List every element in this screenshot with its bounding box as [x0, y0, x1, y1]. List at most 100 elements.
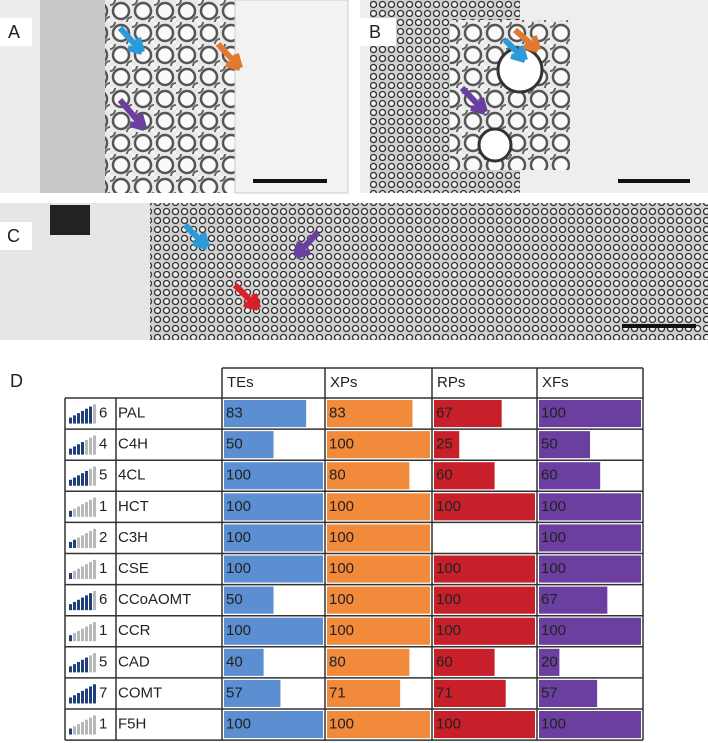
count-icon-bar — [81, 535, 84, 548]
count-icon-bar — [93, 435, 96, 455]
value-bar — [434, 679, 506, 707]
count-icon-bar — [89, 499, 92, 517]
count-icon-bar — [89, 530, 92, 548]
count-icon-bar — [77, 724, 80, 735]
count: 5 — [99, 467, 107, 484]
value-bar — [434, 493, 535, 521]
count: 1 — [99, 560, 107, 577]
value-label: 100 — [226, 560, 251, 577]
count-icon-bar — [73, 446, 76, 455]
count-icon-bar — [77, 413, 80, 424]
count-icon-bar — [85, 470, 88, 486]
value-label: 60 — [436, 653, 453, 670]
value-bar — [539, 679, 598, 707]
count: 2 — [99, 529, 107, 546]
value-label: 100 — [226, 716, 251, 733]
count-icon-bar — [81, 566, 84, 580]
count-icon-bar — [81, 628, 84, 642]
count-icon-bar — [93, 622, 96, 642]
value-label: 83 — [226, 405, 243, 422]
count-icon-bar — [89, 655, 92, 673]
count-icon-bar — [89, 437, 92, 455]
value-bar — [327, 586, 430, 614]
count-icon-bar — [93, 404, 96, 424]
value-label: 25 — [436, 436, 453, 453]
count: 6 — [99, 591, 107, 608]
count-icon-bar — [85, 595, 88, 611]
count-icon-bar — [81, 473, 84, 486]
value-label: 100 — [226, 529, 251, 546]
count-icon-bar — [77, 475, 80, 486]
count-icon-bar — [81, 442, 84, 455]
count-icon-bar — [85, 564, 88, 580]
value-label: 57 — [541, 684, 558, 701]
count-icon-bar — [73, 633, 76, 642]
count-icon-bar — [81, 721, 84, 735]
value-bar — [327, 711, 430, 739]
count-icon-bar — [93, 497, 96, 517]
count-icon-bar — [85, 719, 88, 735]
panel-label: A — [8, 22, 20, 42]
count-icon-bar — [81, 659, 84, 673]
value-bar — [224, 431, 274, 459]
panel-label: C — [7, 226, 20, 246]
value-bar — [327, 648, 410, 676]
value-label: 100 — [329, 716, 354, 733]
value-label: 60 — [541, 467, 558, 484]
count-icon-bar — [93, 590, 96, 611]
value-label: 100 — [329, 560, 354, 577]
count-icon-bar — [89, 717, 92, 735]
count-icon-bar — [73, 664, 76, 673]
count-icon-bar — [85, 533, 88, 548]
count-icon-bar — [69, 604, 72, 611]
value-bar — [224, 648, 264, 676]
value-bar — [434, 400, 502, 428]
value-label: 100 — [329, 498, 354, 515]
count-icon-bar — [93, 559, 96, 580]
count-icon-bar — [77, 568, 80, 580]
value-bar — [539, 431, 590, 459]
count-icon-bar — [85, 688, 88, 704]
gene-name: CAD — [118, 653, 150, 670]
count-icon-bar — [69, 697, 72, 704]
count-icon-bar — [93, 684, 96, 704]
micrograph-c: C — [0, 203, 708, 340]
gene-name: PAL — [118, 405, 145, 422]
value-bar — [224, 400, 307, 428]
count-icon-bar — [85, 657, 88, 673]
micrograph-b: B — [360, 0, 708, 193]
gene-name: COMT — [118, 684, 162, 701]
value-label: 100 — [541, 405, 566, 422]
gene-name: CCR — [118, 622, 151, 639]
value-label: 100 — [329, 591, 354, 608]
count: 1 — [99, 716, 107, 733]
value-bar — [539, 711, 641, 739]
count-icon-bar — [89, 593, 92, 611]
value-label: 67 — [541, 591, 558, 608]
value-bar — [224, 586, 274, 614]
count-icon-bar — [69, 728, 72, 735]
value-bar — [434, 555, 535, 583]
value-bar — [539, 586, 608, 614]
value-label: 100 — [541, 498, 566, 515]
count-icon-bar — [89, 686, 92, 704]
value-label: 67 — [436, 405, 453, 422]
count-icon-bar — [73, 539, 76, 548]
value-label: 80 — [329, 653, 346, 670]
value-label: 50 — [541, 436, 558, 453]
count-icon-bar — [93, 466, 96, 486]
value-label: 71 — [329, 684, 346, 701]
value-label: 100 — [541, 622, 566, 639]
value-label: 100 — [226, 467, 251, 484]
count-icon-bar — [69, 479, 72, 486]
count-icon-bar — [73, 695, 76, 704]
gene-name: 4CL — [118, 467, 146, 484]
count-icon-bar — [77, 661, 80, 673]
value-bar — [224, 679, 281, 707]
count-icon-bar — [73, 570, 76, 580]
count-icon-bar — [89, 468, 92, 486]
count-icon-bar — [73, 477, 76, 486]
value-label: 100 — [226, 622, 251, 639]
